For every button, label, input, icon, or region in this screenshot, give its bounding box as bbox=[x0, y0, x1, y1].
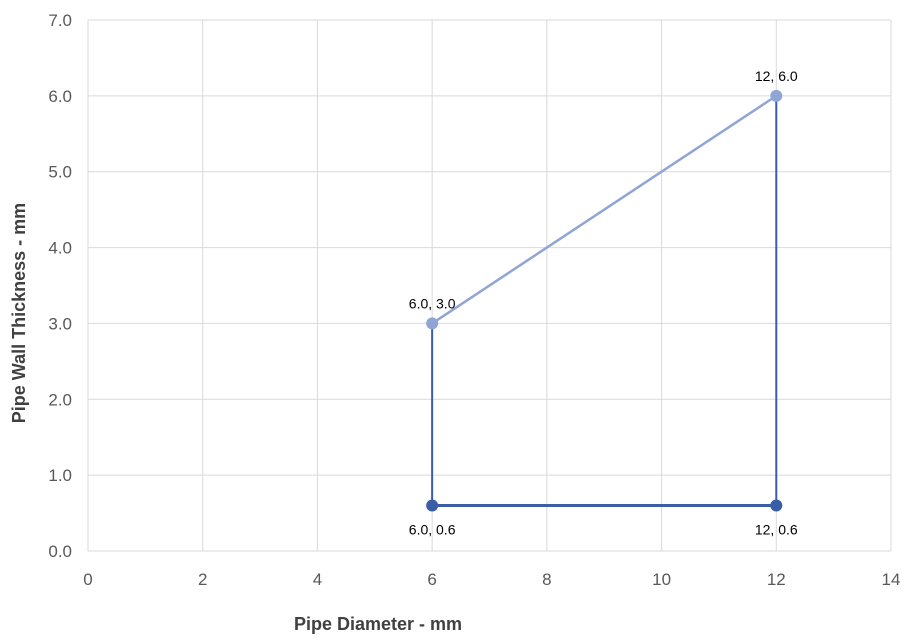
series-line-segment bbox=[430, 94, 778, 325]
x-tick-label: 6 bbox=[427, 570, 436, 589]
x-axis-title: Pipe Diameter - mm bbox=[294, 614, 462, 634]
y-tick-label: 2.0 bbox=[48, 390, 72, 409]
data-point bbox=[770, 499, 783, 512]
x-tick-label: 0 bbox=[83, 570, 92, 589]
data-label: 12, 6.0 bbox=[755, 68, 798, 84]
data-label: 6.0, 0.6 bbox=[409, 521, 456, 537]
x-tick-label: 12 bbox=[767, 570, 786, 589]
y-axis-title: Pipe Wall Thickness - mm bbox=[9, 203, 29, 423]
data-point bbox=[426, 317, 439, 330]
y-axis-ticks: 0.0 1.0 2.0 3.0 4.0 5.0 6.0 7.0 bbox=[48, 11, 72, 561]
y-tick-label: 7.0 bbox=[48, 11, 72, 30]
x-tick-label: 10 bbox=[652, 570, 671, 589]
data-point bbox=[426, 499, 439, 512]
y-tick-label: 3.0 bbox=[48, 314, 72, 333]
data-point bbox=[770, 89, 783, 102]
data-points bbox=[426, 89, 783, 512]
y-tick-label: 4.0 bbox=[48, 239, 72, 258]
x-tick-label: 2 bbox=[198, 570, 207, 589]
data-label: 6.0, 3.0 bbox=[409, 295, 456, 311]
x-tick-label: 14 bbox=[882, 570, 901, 589]
y-tick-label: 5.0 bbox=[48, 163, 72, 182]
data-label: 12, 0.6 bbox=[755, 521, 798, 537]
grid-lines bbox=[87, 19, 892, 552]
x-tick-label: 4 bbox=[313, 570, 322, 589]
y-tick-label: 6.0 bbox=[48, 87, 72, 106]
y-tick-label: 0.0 bbox=[48, 542, 72, 561]
y-tick-label: 1.0 bbox=[48, 466, 72, 485]
data-labels: 6.0, 0.6 12, 0.6 6.0, 3.0 12, 6.0 bbox=[409, 68, 798, 538]
x-tick-label: 8 bbox=[542, 570, 551, 589]
x-axis-ticks: 0 2 4 6 8 10 12 14 bbox=[83, 570, 900, 589]
data-segments bbox=[430, 94, 778, 507]
